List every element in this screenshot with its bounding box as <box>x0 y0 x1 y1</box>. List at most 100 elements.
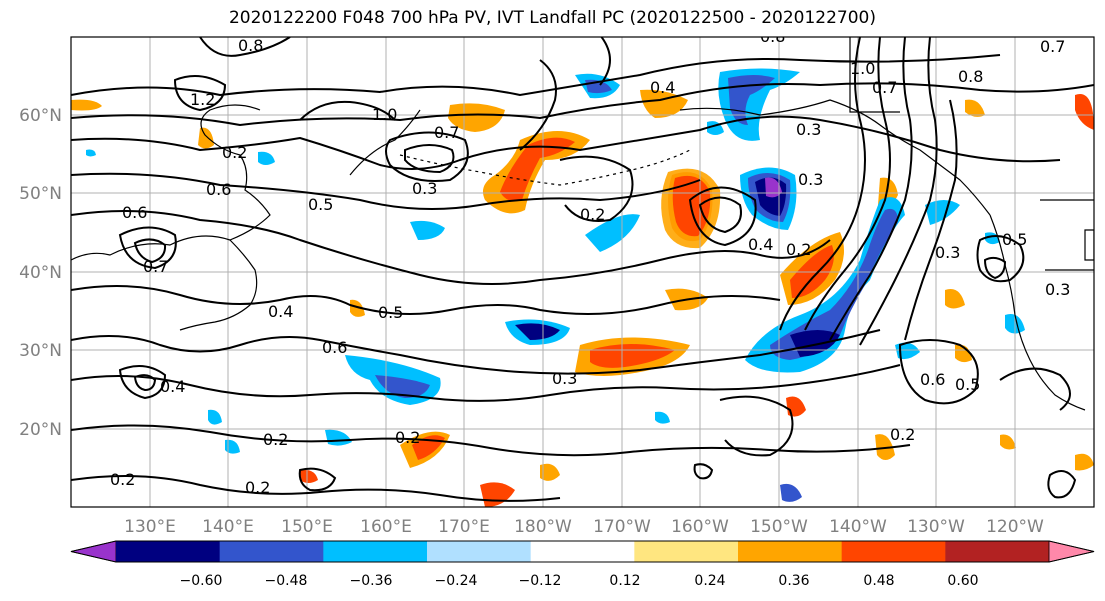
contour-label: 0.2 <box>395 428 420 447</box>
latitude-labels: 60°N 50°N 40°N 30°N 20°N <box>19 106 62 440</box>
colorbar-segment <box>427 541 532 562</box>
colorbar-tick-label: 0.48 <box>863 573 894 589</box>
colorbar-segment <box>116 541 221 562</box>
lon-label: 130°W <box>907 517 965 537</box>
contour-label: 0.5 <box>378 303 403 322</box>
positive-anomaly-patch <box>1075 453 1094 471</box>
colorbar-segment <box>323 541 428 562</box>
colorbar-tick-label: 0.60 <box>947 573 978 589</box>
lon-label: 140°W <box>829 517 887 537</box>
lon-label: 180°W <box>514 517 572 537</box>
negative-anomaly-patch <box>375 375 430 398</box>
negative-anomaly-patch <box>745 197 905 373</box>
colorbar-tick-label: 0.12 <box>609 573 640 589</box>
lat-label: 50°N <box>19 184 62 204</box>
contour-label: 0.2 <box>890 425 915 444</box>
negative-anomaly-patch <box>925 200 960 225</box>
contour-labels: 0.8 1.2 1.0 0.7 0.2 0.6 0.6 0.7 0.5 0.3 … <box>110 36 1070 497</box>
asia-coastline <box>71 104 271 261</box>
lon-label: 120°W <box>986 517 1044 537</box>
lat-label: 60°N <box>19 106 62 126</box>
negative-anomaly-patch <box>770 208 898 360</box>
contour-label: 0.4 <box>650 78 675 97</box>
contour-label: 0.6 <box>122 203 147 222</box>
colorbar-tick-labels: −0.60 −0.48 −0.36 −0.24 −0.12 0.12 0.24 … <box>180 573 979 589</box>
contour-label: 0.7 <box>872 78 897 97</box>
map-title: 2020122200 F048 700 hPa PV, IVT Landfall… <box>228 8 876 28</box>
contour-label: 0.7 <box>143 257 168 276</box>
contour-label: 0.6 <box>322 338 347 357</box>
positive-anomaly-patch <box>945 289 965 309</box>
negative-anomaly-patch <box>728 75 775 125</box>
negative-anomaly-patch <box>86 149 96 157</box>
contour-label: 0.3 <box>1045 280 1070 299</box>
negative-anomaly-patch <box>515 323 560 340</box>
contour-label: 0.3 <box>798 170 823 189</box>
pv-contours <box>71 37 1094 502</box>
lon-label: 170°E <box>438 517 490 537</box>
positive-anomaly-patch <box>448 103 505 132</box>
contour-label: 0.2 <box>245 478 270 497</box>
colorbar-segment <box>738 541 843 562</box>
contour-label: 0.4 <box>748 235 773 254</box>
contour-label: 0.2 <box>263 430 288 449</box>
contour-label: 0.2 <box>786 240 811 259</box>
negative-anomaly-patch <box>585 214 640 252</box>
negative-anomaly-patch <box>258 151 275 165</box>
positive-anomaly-patch <box>965 99 985 117</box>
contour-label: 0.8 <box>958 67 983 86</box>
contour-label: 0.2 <box>580 205 605 224</box>
colorbar-extend-min <box>70 540 117 563</box>
contour-label: 0.6 <box>920 370 945 389</box>
colorbar-outline <box>70 540 1095 563</box>
contour-label: 0.5 <box>955 375 980 394</box>
positive-anomaly-patch <box>500 137 575 202</box>
alaska-coastline <box>679 99 991 216</box>
colorbar-segment <box>530 541 635 562</box>
contour-label: 1.2 <box>190 90 215 109</box>
map-frame <box>70 36 1095 508</box>
contour-label: 0.3 <box>796 120 821 139</box>
japan-coastline <box>179 239 258 331</box>
positive-anomaly-patch <box>71 99 102 111</box>
colorbar-segment <box>841 541 946 562</box>
negative-anomaly-patch <box>780 483 802 502</box>
colorbar-segment <box>634 541 739 562</box>
positive-anomaly-patch <box>875 434 895 460</box>
contour-label: 0.4 <box>268 302 293 321</box>
lat-label: 30°N <box>19 341 62 361</box>
contour-label: 0.6 <box>206 180 231 199</box>
contour-label: 0.7 <box>434 123 459 142</box>
contour-label: 0.5 <box>308 195 333 214</box>
lon-label: 150°E <box>281 517 333 537</box>
negative-anomaly-patch <box>655 411 670 424</box>
contour-label: 1.0 <box>850 59 875 78</box>
lon-label: 140°E <box>202 517 254 537</box>
colorbar-extend-max <box>1048 540 1095 563</box>
contour-label: 0.8 <box>238 36 263 55</box>
negative-anomaly-patch <box>225 439 240 454</box>
colorbar-segment <box>219 541 324 562</box>
positive-anomaly-patch <box>955 344 972 363</box>
colorbar-tick-label: −0.48 <box>265 573 308 589</box>
contour-label: 0.7 <box>1040 37 1065 56</box>
colorbar-tick-label: 0.24 <box>694 573 725 589</box>
state-border <box>1084 229 1094 261</box>
negative-anomaly-patch <box>410 220 445 240</box>
contour-label: 0.3 <box>552 369 577 388</box>
colorbar-tick-label: −0.24 <box>435 573 478 589</box>
lon-label: 170°W <box>593 517 651 537</box>
lon-label: 160°W <box>671 517 729 537</box>
lat-label: 20°N <box>19 420 62 440</box>
longitude-labels: 130°E 140°E 150°E 160°E 170°E 180°W 170°… <box>124 517 1044 537</box>
contour-label: 0.5 <box>1002 230 1027 249</box>
lon-label: 160°E <box>360 517 412 537</box>
negative-anomaly-patch <box>765 177 782 198</box>
contour-label: 0.4 <box>160 377 185 396</box>
positive-anomaly-patch <box>198 127 214 149</box>
positive-anomaly-patch <box>350 299 365 317</box>
contour-label: 0.2 <box>110 470 135 489</box>
lon-label: 150°W <box>750 517 808 537</box>
colorbar-tick-label: −0.60 <box>180 573 223 589</box>
